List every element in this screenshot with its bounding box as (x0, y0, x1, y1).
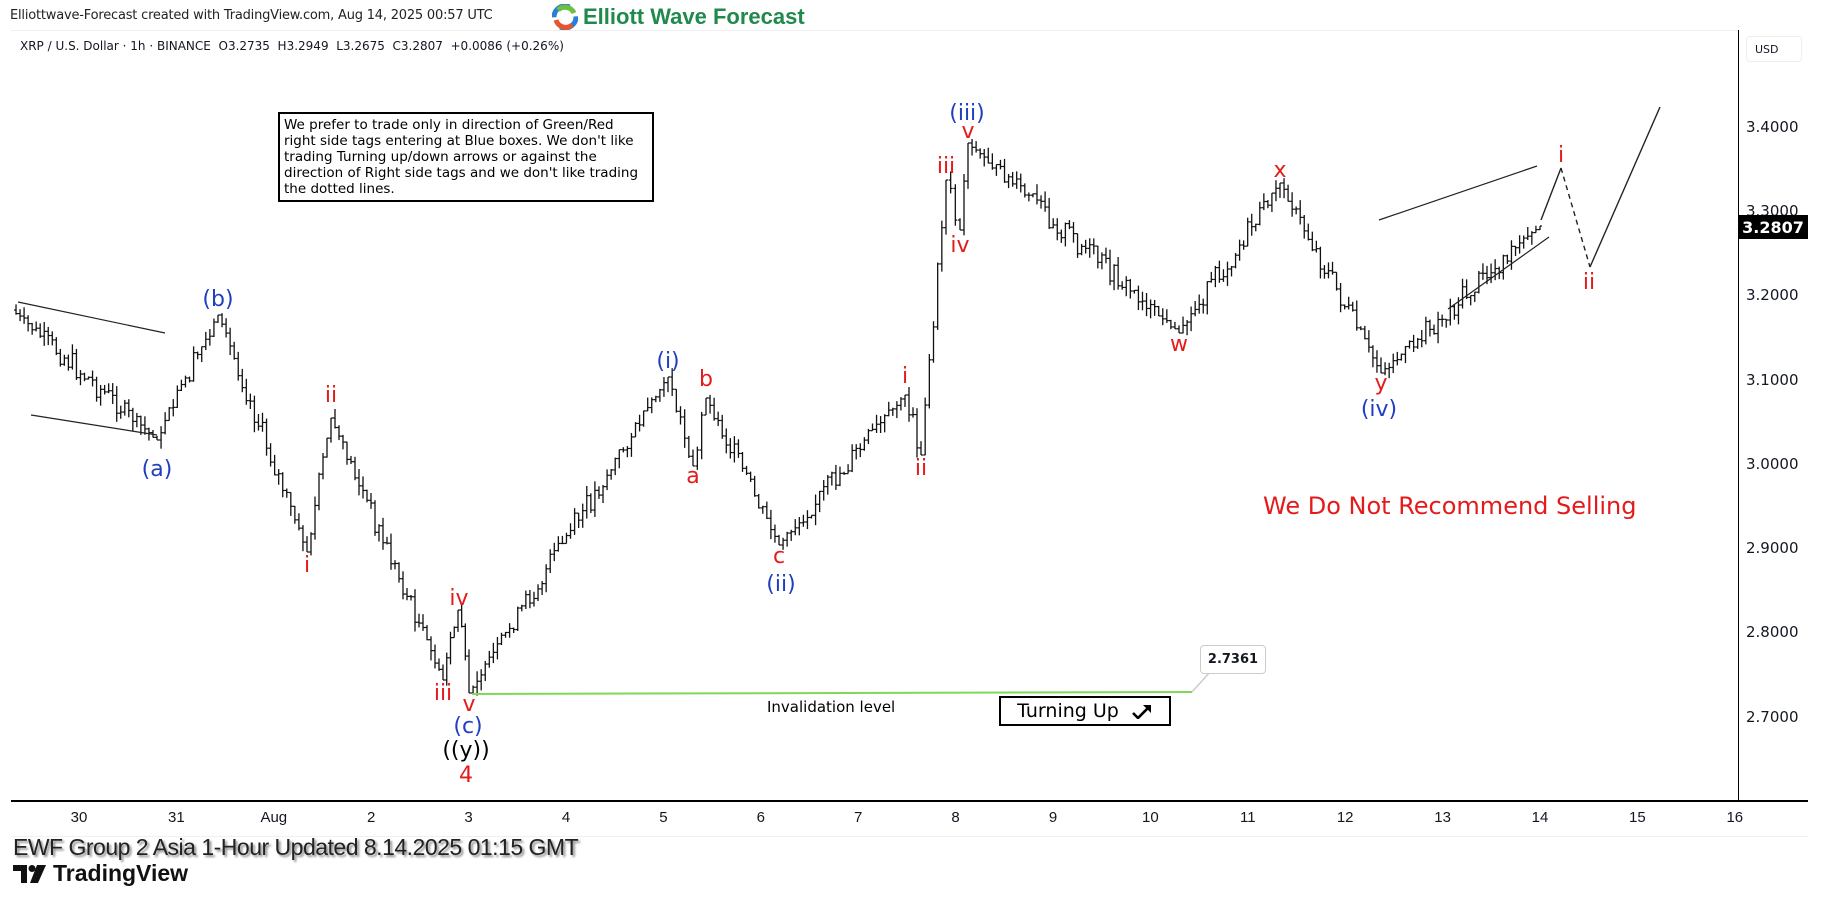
time-tick: 5 (659, 809, 668, 826)
chart-pane[interactable] (11, 30, 1738, 801)
time-axis-line (11, 800, 1808, 802)
footer-caption: EWF Group 2 Asia 1-Hour Updated 8.14.202… (13, 834, 579, 860)
recommendation-text: We Do Not Recommend Selling (1263, 492, 1637, 520)
wave-label: ii (1582, 270, 1596, 295)
wave-label: (iii) (949, 101, 985, 126)
trendline (17, 301, 166, 334)
wave-label: iii (433, 681, 453, 706)
wave-label: (c) (453, 714, 483, 739)
attribution-text: Elliottwave-Forecast created with Tradin… (10, 8, 493, 23)
wave-label: w (1170, 332, 1188, 357)
time-tick: 4 (561, 809, 571, 826)
price-axis[interactable] (1738, 30, 1809, 830)
wave-label: ii (324, 383, 338, 408)
projection-path (1540, 167, 1562, 221)
wave-label: ii (914, 456, 928, 481)
wave-label: i (901, 364, 909, 389)
wave-label: i (303, 553, 311, 578)
symbol-legend: XRP / U.S. Dollar · 1h · BINANCE O3.2735… (20, 39, 564, 53)
time-tick: 16 (1726, 809, 1744, 826)
wave-label: b (699, 367, 713, 392)
wave-label: i (1557, 143, 1565, 168)
wave-label: (b) (202, 287, 234, 312)
invalidation-line (471, 691, 1193, 695)
price-tick: 3.2000 (1746, 286, 1799, 304)
turning-up-label: Turning Up (1017, 700, 1119, 722)
currency-selector[interactable]: USD (1746, 36, 1802, 62)
wave-label: a (686, 464, 700, 489)
wave-label: iii (936, 154, 956, 179)
wave-label: (iv) (1360, 397, 1398, 422)
price-tick: 3.1000 (1746, 371, 1799, 389)
time-tick: 9 (1048, 809, 1058, 826)
price-tick: 2.7000 (1746, 708, 1799, 726)
wave-label: x (1273, 158, 1287, 183)
time-tick: 8 (951, 809, 960, 826)
trendline (30, 414, 158, 436)
wave-label: c (772, 544, 786, 569)
trading-note-box: We prefer to trade only in direction of … (278, 112, 654, 202)
tradingview-text: TradingView (53, 860, 189, 886)
trendline (1447, 236, 1550, 310)
wave-label: (a) (141, 457, 173, 482)
logo-text: Elliott Wave Forecast (583, 4, 805, 29)
time-tick: Aug (260, 809, 288, 826)
time-tick: 2 (367, 809, 376, 826)
time-tick: 11 (1240, 809, 1256, 826)
ewf-logo: Elliott Wave Forecast (552, 4, 805, 30)
invalidation-price-callout: 2.7361 (1200, 645, 1266, 674)
turning-up-box: Turning Up (999, 696, 1171, 726)
time-tick: 6 (756, 809, 765, 826)
wave-label: v (462, 692, 476, 717)
wave-label: v (961, 119, 975, 144)
projection-path (1589, 106, 1661, 268)
price-tick: 2.8000 (1746, 623, 1799, 641)
wave-label: iv (449, 586, 469, 611)
tradingview-icon (13, 864, 46, 883)
time-tick: 3 (464, 809, 473, 826)
wave-label: iv (950, 233, 970, 258)
time-tick: 7 (854, 809, 863, 826)
time-tick: 31 (168, 809, 185, 826)
time-axis[interactable] (11, 802, 1808, 837)
price-tick: 3.4000 (1746, 118, 1799, 136)
wave-label: (i) (656, 349, 680, 374)
wave-label: 4 (459, 763, 473, 788)
invalidation-label: Invalidation level (767, 698, 896, 716)
last-price-badge: 3.2807 (1738, 215, 1808, 239)
ewf-logo-icon (552, 4, 578, 30)
wave-label: y (1374, 371, 1388, 396)
wave-label: ((y)) (442, 738, 490, 763)
time-tick: 15 (1629, 809, 1646, 826)
time-tick: 12 (1336, 809, 1354, 826)
tradingview-logo: TradingView (13, 860, 188, 887)
arrow-up-right-icon (1131, 705, 1151, 719)
price-tick: 3.0000 (1746, 455, 1799, 473)
projection-path (1560, 167, 1591, 268)
trendline (1378, 165, 1538, 221)
price-tick: 2.9000 (1746, 539, 1799, 557)
wave-label: (ii) (766, 572, 796, 597)
time-tick: 10 (1142, 809, 1159, 826)
time-tick: 13 (1434, 809, 1451, 826)
time-tick: 30 (70, 809, 88, 826)
callout-pointer (1191, 671, 1211, 693)
time-tick: 14 (1531, 809, 1549, 826)
